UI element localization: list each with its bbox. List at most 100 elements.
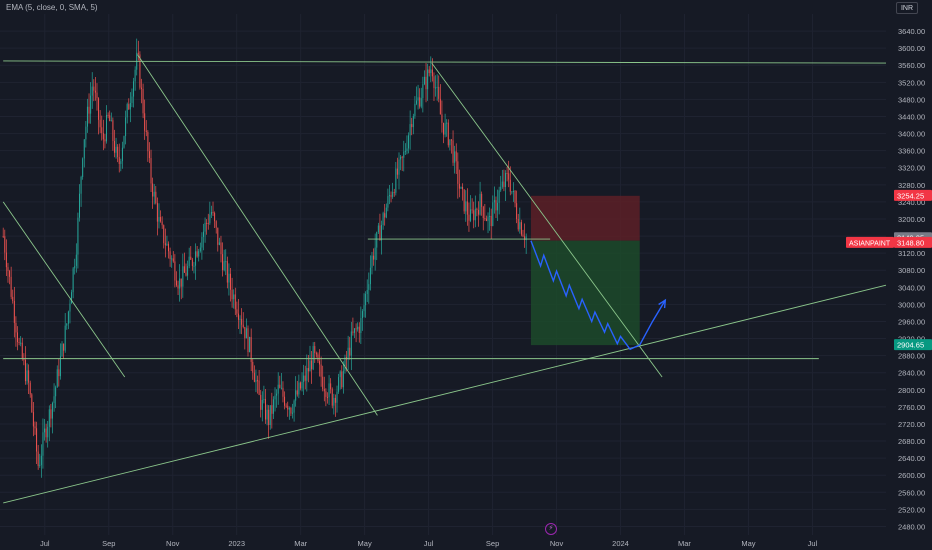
candle-body	[490, 215, 492, 227]
candle-body	[349, 347, 351, 356]
candle-body	[489, 215, 491, 217]
candle-body	[330, 383, 332, 390]
candle-body	[508, 173, 510, 180]
candle-body	[279, 384, 281, 388]
candle-body	[31, 394, 33, 413]
candle-body	[94, 90, 96, 93]
candle-body	[99, 119, 101, 128]
candle-body	[125, 117, 127, 137]
candle-body	[242, 324, 244, 328]
lightning-icon[interactable]: ⚡	[545, 523, 557, 535]
candle-body	[501, 181, 503, 187]
candle-body	[131, 96, 133, 103]
candle-body	[26, 370, 28, 382]
candle-body	[150, 158, 152, 184]
candle-body	[261, 399, 263, 410]
candle-body	[423, 76, 425, 85]
candle-body	[53, 396, 55, 403]
y-tick-label: 3080.00	[898, 266, 925, 275]
candle-body	[24, 359, 26, 382]
candle-body	[210, 211, 212, 215]
y-tick-label: 2680.00	[898, 437, 925, 446]
candle-body	[78, 193, 80, 218]
x-tick-label: Mar	[294, 539, 307, 548]
candle-body	[436, 86, 438, 88]
candle-body	[392, 192, 394, 197]
falling-resistance-1	[2, 201, 126, 378]
candle-body	[17, 332, 19, 343]
candle-body	[129, 102, 131, 110]
x-tick-label: May	[358, 539, 372, 548]
candle-body	[479, 193, 481, 215]
candle-body	[477, 209, 479, 215]
candle-body	[427, 69, 429, 90]
candle-body	[164, 243, 166, 246]
candle-body	[252, 361, 254, 373]
candle-body	[355, 328, 357, 330]
candle-body	[104, 139, 106, 142]
candle-body	[285, 405, 287, 407]
candle-body	[222, 254, 224, 271]
candle-body	[374, 247, 376, 260]
arrow-head	[658, 298, 667, 309]
x-tick-label: Jul	[40, 539, 50, 548]
candle-body	[268, 409, 270, 425]
candle-body	[234, 294, 236, 310]
candle-body	[23, 358, 25, 360]
candle-body	[51, 402, 53, 419]
candle-body	[333, 397, 335, 406]
candle-body	[145, 130, 147, 133]
candle-body	[88, 106, 90, 114]
candle-body	[272, 399, 274, 414]
y-tick-label: 3520.00	[898, 78, 925, 87]
position-zones	[530, 195, 640, 346]
y-tick-label: 2800.00	[898, 386, 925, 395]
candle-body	[438, 86, 440, 99]
candle-body	[277, 384, 279, 394]
candle-body	[42, 432, 44, 456]
candle-body	[18, 342, 20, 344]
candle-body	[230, 273, 232, 290]
candle-body	[245, 328, 247, 339]
candle-body	[171, 258, 173, 260]
time-axis[interactable]: Jul Sep Nov 2023 Mar May Jul Sep Nov 2024 Mar May Ju…	[40, 539, 818, 548]
candle-body	[431, 69, 433, 77]
candle-body	[71, 292, 73, 304]
candle-body	[163, 225, 165, 244]
candle-body	[516, 203, 518, 219]
candle-body	[463, 189, 465, 212]
candle-body	[296, 390, 298, 395]
y-tick-label: 3440.00	[898, 112, 925, 121]
stop-price-tag-text: 3254.25	[897, 191, 924, 200]
candle-body	[110, 120, 112, 122]
candle-body	[253, 372, 255, 382]
x-tick-label: Jul	[424, 539, 434, 548]
candle-body	[255, 380, 257, 382]
candle-body	[193, 265, 195, 267]
indicator-label[interactable]: EMA (5, close, 0, SMA, 5)	[6, 3, 98, 12]
candle-body	[400, 156, 402, 160]
candle-body	[449, 139, 451, 146]
currency-button[interactable]: INR	[896, 2, 918, 14]
candle-body	[466, 201, 468, 215]
candle-body	[199, 247, 201, 252]
candle-body	[144, 113, 146, 131]
candle-body	[247, 328, 249, 353]
candle-body	[77, 217, 79, 255]
candle-body	[468, 214, 470, 221]
candle-body	[133, 81, 135, 97]
candle-body	[339, 371, 341, 378]
candle-body	[209, 214, 211, 224]
candle-body	[454, 151, 456, 163]
candle-body	[140, 87, 142, 89]
candle-body	[290, 407, 292, 414]
price-axis[interactable]: 2480.00 2520.00 2560.00 2600.00 2640.00 2680.…	[898, 27, 925, 531]
candle-body	[101, 127, 103, 134]
candle-body	[462, 186, 464, 190]
candle-body	[382, 213, 384, 225]
candle-body	[474, 208, 476, 221]
y-tick-label: 2520.00	[898, 505, 925, 514]
candle-body	[153, 191, 155, 197]
